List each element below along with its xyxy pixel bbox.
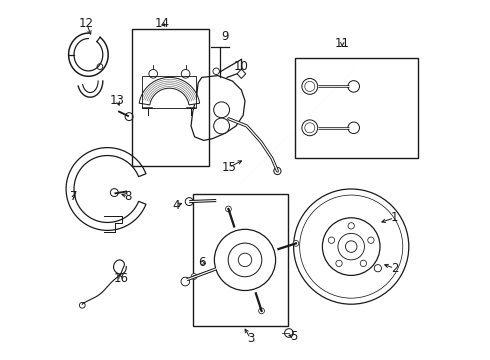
Circle shape <box>328 237 335 243</box>
Text: 1: 1 <box>391 211 398 224</box>
Circle shape <box>215 229 275 291</box>
Circle shape <box>110 189 118 197</box>
Text: 13: 13 <box>110 94 124 107</box>
Circle shape <box>285 329 293 337</box>
Circle shape <box>368 237 374 243</box>
Text: 7: 7 <box>70 190 78 203</box>
Text: 3: 3 <box>246 332 254 345</box>
Text: 9: 9 <box>221 30 229 42</box>
Text: 5: 5 <box>290 330 297 343</box>
Circle shape <box>336 260 342 266</box>
Text: 10: 10 <box>234 60 249 73</box>
Circle shape <box>294 189 409 304</box>
Circle shape <box>97 64 103 69</box>
Circle shape <box>293 240 299 246</box>
Circle shape <box>214 118 229 134</box>
Circle shape <box>338 233 365 260</box>
Circle shape <box>348 122 360 134</box>
Circle shape <box>274 167 281 175</box>
Polygon shape <box>237 69 245 78</box>
Circle shape <box>348 223 354 229</box>
Circle shape <box>360 260 367 266</box>
Circle shape <box>149 69 157 78</box>
Circle shape <box>238 253 252 267</box>
Text: 8: 8 <box>124 190 132 203</box>
Polygon shape <box>191 76 245 140</box>
Circle shape <box>322 218 380 275</box>
Bar <box>193 194 288 326</box>
Bar <box>295 58 418 158</box>
Circle shape <box>345 241 357 252</box>
Circle shape <box>302 120 318 136</box>
Circle shape <box>259 308 265 314</box>
Text: 16: 16 <box>113 273 128 285</box>
Circle shape <box>79 302 85 308</box>
Circle shape <box>305 81 315 91</box>
Polygon shape <box>139 77 199 105</box>
Text: 4: 4 <box>173 199 180 212</box>
Text: 14: 14 <box>155 17 170 30</box>
Circle shape <box>181 277 190 286</box>
Circle shape <box>213 68 220 75</box>
Text: 12: 12 <box>79 17 94 30</box>
Circle shape <box>181 69 190 78</box>
Circle shape <box>191 274 197 279</box>
Circle shape <box>374 265 381 272</box>
Circle shape <box>214 102 229 118</box>
Text: 15: 15 <box>221 161 236 174</box>
Circle shape <box>225 206 231 212</box>
Text: 6: 6 <box>198 256 205 269</box>
Bar <box>132 29 209 166</box>
Circle shape <box>305 123 315 133</box>
Polygon shape <box>66 148 146 230</box>
Circle shape <box>302 78 318 94</box>
Circle shape <box>125 113 133 121</box>
Circle shape <box>185 198 193 206</box>
Text: 11: 11 <box>335 37 350 50</box>
Circle shape <box>348 81 360 92</box>
Circle shape <box>228 243 262 277</box>
Text: 2: 2 <box>391 262 398 275</box>
